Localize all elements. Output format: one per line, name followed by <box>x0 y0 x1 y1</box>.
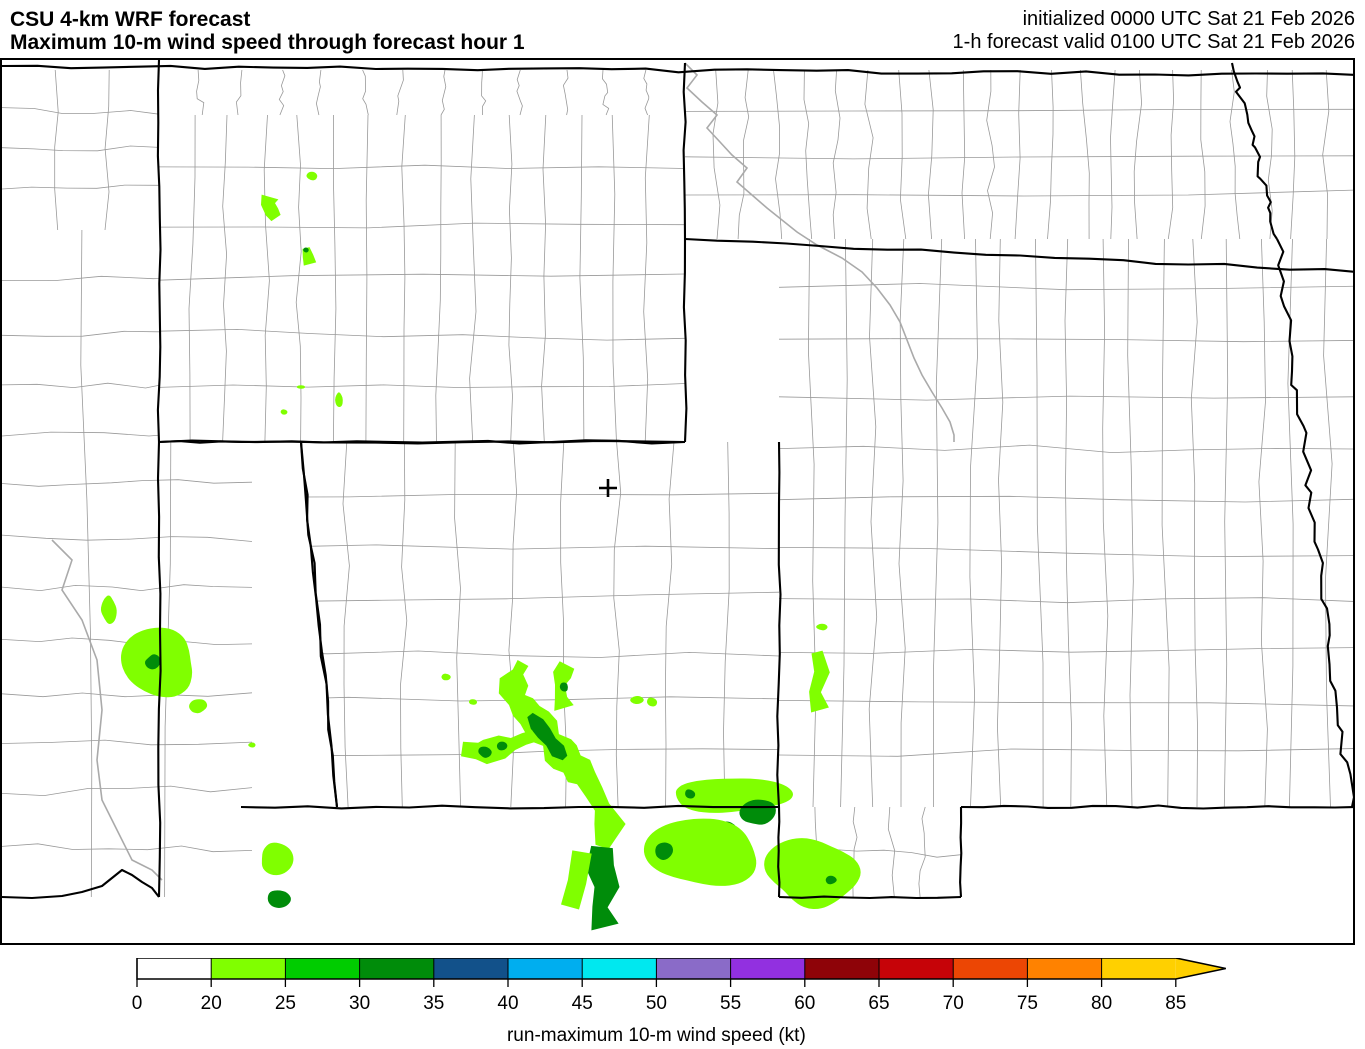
svg-text:25: 25 <box>275 993 296 1014</box>
svg-text:55: 55 <box>720 993 741 1014</box>
svg-text:80: 80 <box>1091 993 1112 1014</box>
svg-text:60: 60 <box>794 993 815 1014</box>
svg-text:85: 85 <box>1165 993 1186 1014</box>
svg-text:0: 0 <box>132 993 143 1014</box>
svg-text:40: 40 <box>497 993 518 1014</box>
svg-text:70: 70 <box>943 993 964 1014</box>
svg-text:35: 35 <box>423 993 444 1014</box>
svg-text:50: 50 <box>646 993 667 1014</box>
svg-text:45: 45 <box>572 993 593 1014</box>
svg-text:run-maximum 10-m wind speed (k: run-maximum 10-m wind speed (kt) <box>507 1025 806 1046</box>
svg-text:20: 20 <box>201 993 222 1014</box>
svg-text:30: 30 <box>349 993 370 1014</box>
svg-text:65: 65 <box>868 993 889 1014</box>
svg-text:75: 75 <box>1017 993 1038 1014</box>
